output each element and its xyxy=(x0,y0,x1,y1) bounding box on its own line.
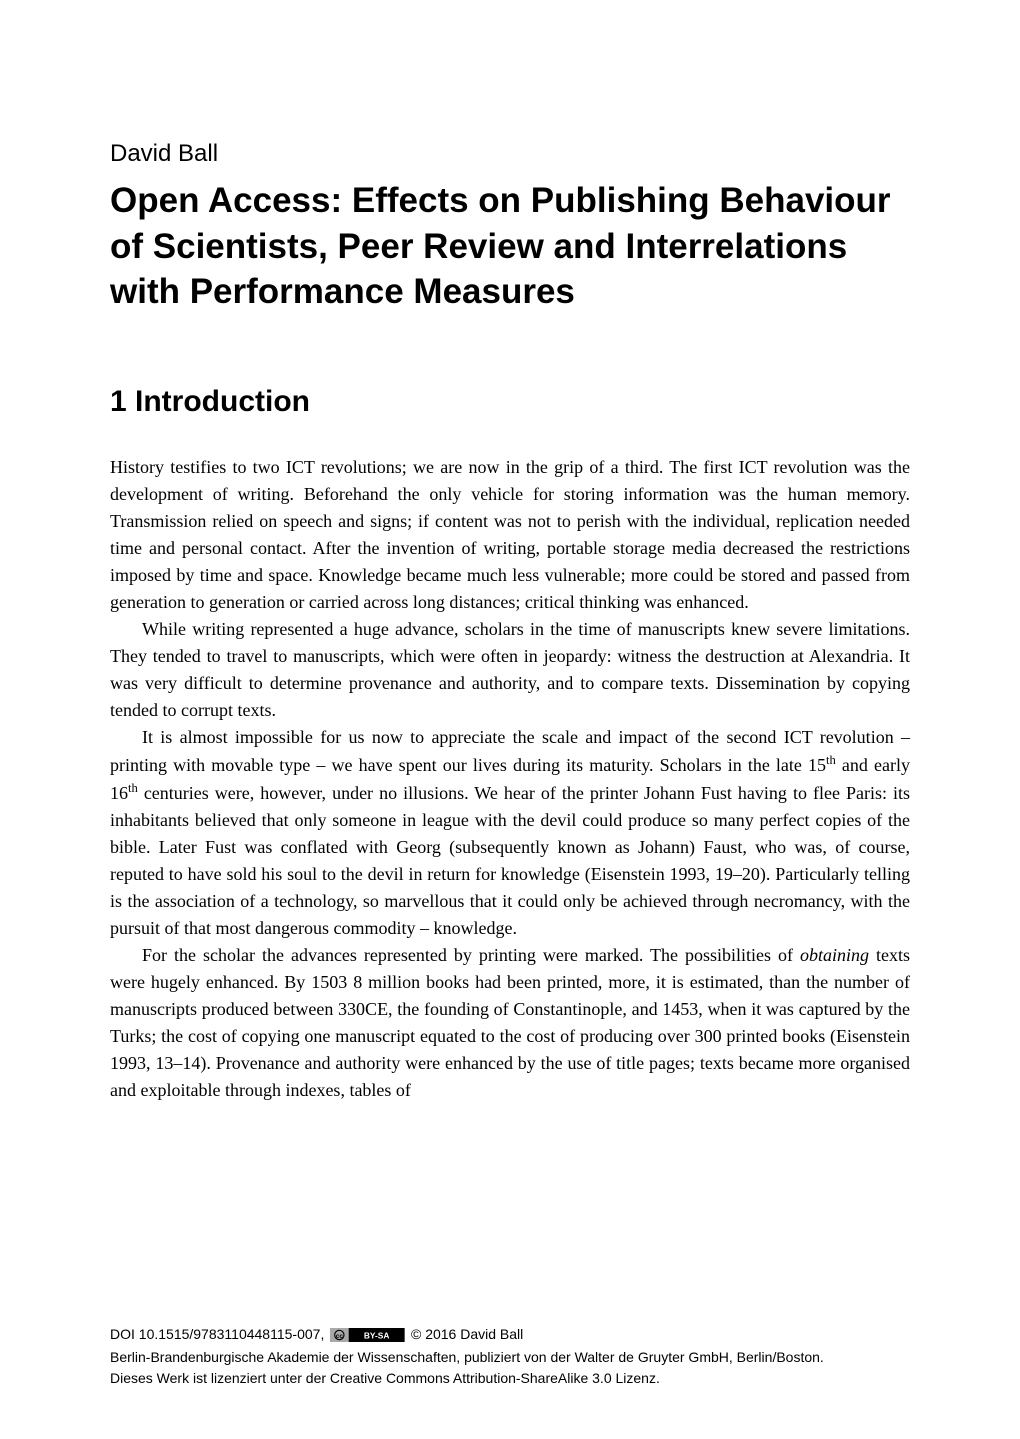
footer-line-2: Berlin-Brandenburgische Akademie der Wis… xyxy=(110,1347,910,1368)
p3-post: centuries were, however, under no illusi… xyxy=(110,783,910,938)
doi-text: DOI 10.1515/9783110448115-007, xyxy=(110,1324,324,1345)
svg-text:BY-SA: BY-SA xyxy=(364,1330,390,1340)
paper-title: Open Access: Effects on Publishing Behav… xyxy=(110,178,910,315)
copyright-text: © 2016 David Ball xyxy=(411,1324,523,1345)
p3-pre: It is almost impossible for us now to ap… xyxy=(110,727,910,775)
footer-line-1: DOI 10.1515/9783110448115-007, cc BY-SA … xyxy=(110,1324,910,1345)
author-name: David Ball xyxy=(110,140,910,168)
footer-line-3: Dieses Werk ist lizenziert unter der Cre… xyxy=(110,1368,910,1389)
body-paragraph-2: While writing represented a huge advance… xyxy=(110,616,910,724)
body-paragraph-1: History testifies to two ICT revolutions… xyxy=(110,454,910,616)
svg-text:cc: cc xyxy=(336,1332,344,1339)
p4-italic: obtaining xyxy=(800,945,869,965)
p4-pre: For the scholar the advances represented… xyxy=(142,945,800,965)
body-paragraph-3: It is almost impossible for us now to ap… xyxy=(110,724,910,942)
p3-sup2: th xyxy=(128,781,138,795)
p4-post: texts were hugely enhanced. By 1503 8 mi… xyxy=(110,945,910,1100)
page-footer: DOI 10.1515/9783110448115-007, cc BY-SA … xyxy=(110,1324,910,1389)
section-heading: 1 Introduction xyxy=(110,385,910,419)
body-paragraph-4: For the scholar the advances represented… xyxy=(110,942,910,1104)
cc-by-sa-badge-icon: cc BY-SA xyxy=(330,1328,405,1342)
p3-sup1: th xyxy=(826,753,836,767)
